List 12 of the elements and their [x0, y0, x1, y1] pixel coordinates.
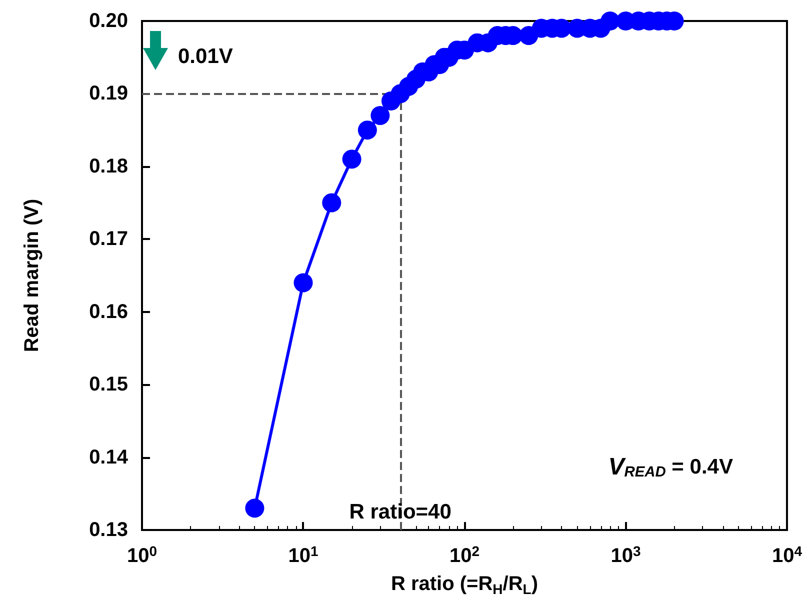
y-tick-label: 0.16 — [89, 300, 128, 323]
y-tick-label: 0.20 — [89, 10, 128, 32]
annotation: 0.01V — [178, 45, 233, 68]
y-tick-label: 0.14 — [89, 446, 129, 468]
annotation: R ratio=40 — [349, 500, 452, 524]
y-tick-label: 0.13 — [89, 519, 128, 541]
y-tick-label: 0.19 — [89, 82, 128, 105]
annotation: VREAD = 0.4V — [608, 454, 734, 480]
y-tick-label: 0.18 — [89, 155, 128, 178]
y-tick-label: 0.17 — [89, 228, 128, 250]
y-tick-label: 0.15 — [89, 374, 128, 396]
y-axis-title: Read margin (V) — [21, 198, 43, 352]
